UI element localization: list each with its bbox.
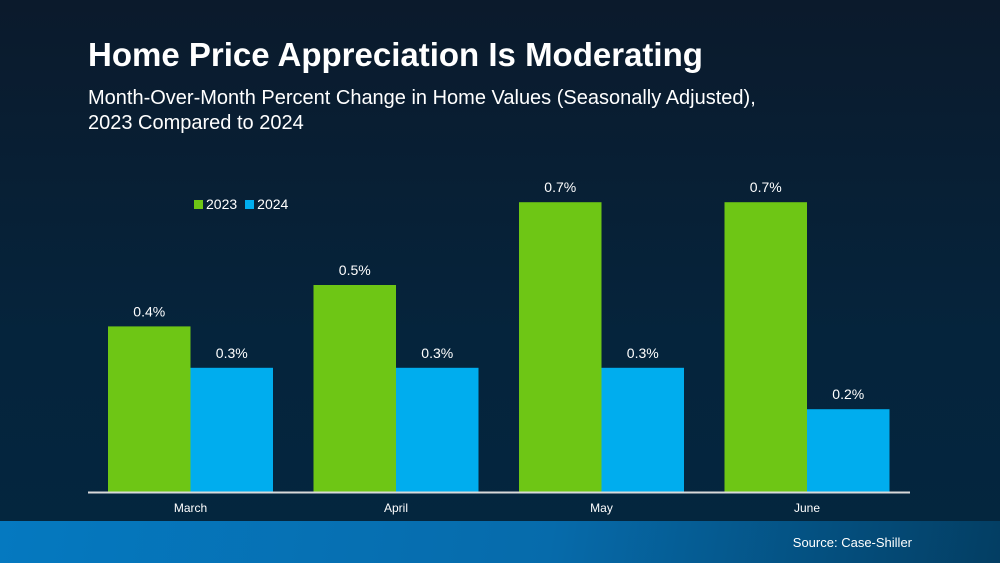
data-label: 0.3% xyxy=(627,345,659,361)
data-label: 0.7% xyxy=(544,179,576,195)
legend-label-2023: 2023 xyxy=(206,196,238,212)
chart-title: Home Price Appreciation Is Moderating xyxy=(88,36,703,73)
data-label: 0.4% xyxy=(133,303,165,319)
bar-2024-june xyxy=(807,409,890,492)
bar-2024-april xyxy=(396,367,479,492)
x-tick-label: June xyxy=(794,501,820,515)
bar-2023-may xyxy=(519,202,602,492)
data-label: 0.3% xyxy=(216,345,248,361)
legend-label-2024: 2024 xyxy=(257,196,289,212)
subtitle-line-1: Month-Over-Month Percent Change in Home … xyxy=(88,87,756,109)
bar-2024-may xyxy=(601,367,684,492)
x-tick-label: May xyxy=(590,501,613,515)
x-tick-label: March xyxy=(174,501,207,515)
footer-band: Source: Case-Shiller xyxy=(0,521,1000,563)
data-label: 0.2% xyxy=(832,386,864,402)
legend-item-2023: 2023 xyxy=(194,196,237,212)
bar-2023-june xyxy=(724,202,807,492)
legend-swatch-2023 xyxy=(194,199,203,209)
source-note: Source: Case-Shiller xyxy=(792,535,912,550)
bar-chart: 0.4% 0.3% March 0.5% 0.3% April 0.7% 0.3% May 0.7… xyxy=(88,179,910,515)
bar-2023-april xyxy=(313,285,396,492)
chart-subtitle: Month-Over-Month Percent Change in Home … xyxy=(88,86,888,136)
legend: 2023 2024 xyxy=(194,196,288,212)
legend-swatch-2024 xyxy=(245,199,255,209)
x-tick-label: April xyxy=(384,501,408,515)
subtitle-line-2: 2023 Compared to 2024 xyxy=(88,112,304,134)
data-label: 0.3% xyxy=(421,345,453,361)
bar-2023-march xyxy=(108,326,191,492)
data-label: 0.5% xyxy=(339,262,371,278)
legend-item-2024: 2024 xyxy=(245,196,288,212)
bar-2024-march xyxy=(190,367,273,492)
data-label: 0.7% xyxy=(750,179,782,195)
